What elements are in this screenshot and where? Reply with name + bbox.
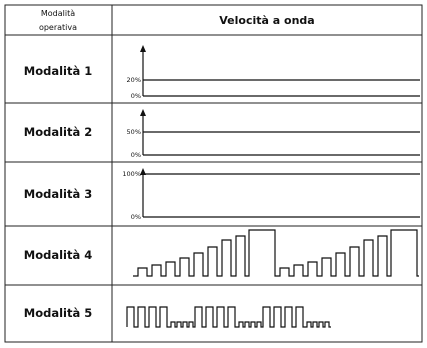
table-border [4, 4, 423, 343]
row-label: Modalità 2 [24, 125, 92, 139]
axis-arrow [140, 109, 146, 116]
tick-label: 50% [127, 128, 141, 136]
row-label: Modalità 4 [24, 248, 92, 262]
tick-label: 100% [122, 170, 141, 178]
header-col2: Velocità a onda [219, 14, 314, 27]
table-grid [4, 4, 423, 343]
tick-label: 0% [131, 151, 141, 159]
tick-label: 0% [131, 92, 141, 100]
row-label: Modalità 5 [24, 306, 92, 320]
waveform [133, 229, 419, 277]
row-label: Modalità 1 [24, 64, 92, 78]
tick-label: 20% [127, 76, 141, 84]
header-col1: Modalità operativa [39, 9, 77, 32]
tick-label: 0% [131, 213, 141, 221]
axis-arrow [140, 45, 146, 52]
axis-arrow [140, 168, 146, 175]
row-label: Modalità 3 [24, 187, 92, 201]
waveform [126, 306, 331, 328]
